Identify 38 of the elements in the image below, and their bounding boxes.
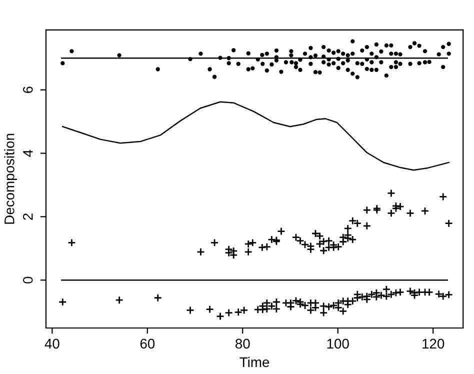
y-axis-title: Decomposition bbox=[4, 134, 18, 224]
point bbox=[311, 229, 320, 238]
point bbox=[296, 236, 304, 245]
point bbox=[277, 227, 286, 236]
x-axis-title: Time bbox=[240, 356, 270, 368]
point bbox=[229, 250, 238, 260]
x-tick-label: 60 bbox=[140, 338, 155, 349]
x-tick-label: 80 bbox=[236, 338, 250, 349]
point bbox=[68, 238, 76, 247]
point bbox=[438, 192, 448, 201]
x-tick-label: 120 bbox=[422, 338, 444, 349]
x-tick-label: 100 bbox=[327, 338, 349, 349]
point bbox=[362, 222, 372, 230]
point bbox=[244, 240, 253, 248]
point bbox=[348, 216, 357, 225]
point bbox=[196, 248, 205, 256]
point bbox=[300, 240, 310, 249]
point bbox=[420, 206, 430, 216]
point bbox=[268, 235, 276, 244]
y-tick-label: 0 bbox=[22, 276, 33, 284]
point bbox=[387, 189, 396, 198]
point bbox=[348, 235, 357, 244]
point bbox=[210, 238, 219, 247]
x-tick-label: 40 bbox=[44, 338, 60, 349]
point bbox=[344, 224, 352, 233]
y-tick-label: 2 bbox=[22, 214, 33, 220]
point bbox=[406, 209, 414, 218]
point bbox=[292, 233, 300, 242]
line-series bbox=[62, 101, 450, 171]
point bbox=[353, 219, 362, 228]
point bbox=[244, 248, 253, 256]
point bbox=[248, 238, 257, 247]
y-tick-label: 6 bbox=[22, 86, 33, 94]
point bbox=[444, 219, 453, 228]
point bbox=[362, 206, 372, 214]
y-tick-label: 4 bbox=[23, 150, 33, 157]
point bbox=[316, 232, 324, 240]
point bbox=[316, 240, 324, 248]
